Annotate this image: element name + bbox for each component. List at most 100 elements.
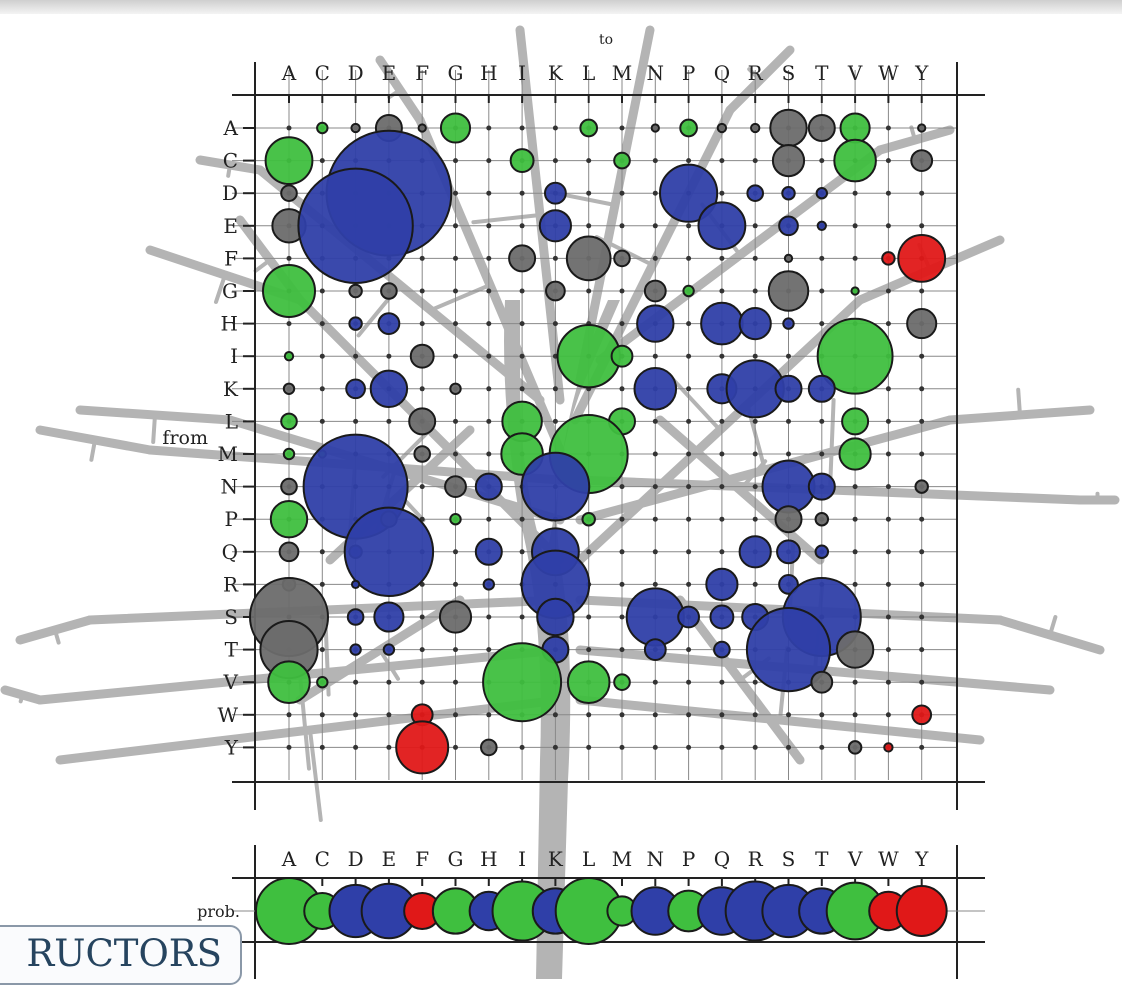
cell-dot [619,288,625,294]
bubble-R-Q [705,567,739,602]
bubble-M-F [413,445,432,463]
cell-dot [586,190,592,196]
cell-dot [286,255,292,261]
cell-dot [652,190,658,196]
bubble-N-Y [914,479,929,494]
cell-dot [885,190,891,196]
tree-twig [738,459,768,492]
cell-dot [752,223,758,229]
bubble-C-V [833,138,877,183]
cell-dot [885,581,891,587]
cell-dot [719,744,725,750]
cell-dot [652,484,658,490]
cell-dot [852,679,858,685]
row-tick-label: F [224,246,238,270]
bubble-K-E [369,369,409,408]
bubble-A-Y [917,123,927,133]
bubble-H-D [348,316,363,331]
cell-dot [652,255,658,261]
cell-dot [652,581,658,587]
cell-dot [885,418,891,424]
cell-dot [453,288,458,294]
cell-dot [286,712,292,718]
section-tab[interactable] [0,925,242,985]
cell-dot [419,386,425,392]
row-tick-label: P [225,507,238,531]
bubble-A-C [316,121,329,135]
bubble-S-D [346,608,365,626]
bubble-A-R [750,122,761,134]
column-tick-label: D [348,61,364,85]
prob-tick-label: A [281,847,297,871]
cell-dot [453,581,458,587]
cell-dot [652,158,658,164]
cell-dot [786,712,791,718]
cell-dot [552,712,558,718]
cell-dot [586,712,592,718]
cell-dot [885,125,891,131]
cell-dot [885,484,891,490]
cell-dot [819,418,825,424]
column-tick-label: R [748,61,764,85]
bubble-G-P [682,284,695,298]
cell-dot [453,353,458,359]
cell-dot [319,712,325,718]
cell-dot [486,418,492,424]
prob-tick-label: L [582,847,595,871]
cell-dot [319,549,325,555]
cell-dot [819,451,825,457]
bubble-N-G [444,475,467,499]
column-tick-label: M [612,61,632,85]
cell-dot [919,549,925,555]
cell-dot [652,353,658,359]
cell-dot [319,321,325,327]
cell-dot [519,353,525,359]
cell-dot [619,190,625,196]
cell-dot [619,223,625,229]
bubble-Q-A [278,541,300,563]
cell-dot [686,549,692,555]
row-tick-label: Q [222,540,238,564]
cell-dot [619,484,625,490]
cell-dot [719,549,725,555]
tree-twig [253,258,272,273]
cell-dot [686,744,692,750]
bubble-C-A [264,136,314,186]
prob-tick-label: N [647,847,665,871]
cell-dot [885,679,891,685]
cell-dot [652,418,658,424]
cell-dot [386,712,392,718]
bubble-Q-H [474,537,503,566]
bubble-I-A [283,351,295,362]
cell-dot [752,451,758,457]
column-tick-label: C [315,61,330,85]
bubble-C-S [771,144,806,178]
row-tick-label: M [218,442,238,466]
cell-dot [686,353,692,359]
cell-dot [752,353,758,359]
bubble-P-T [814,511,830,527]
bubble-N-S [761,459,816,514]
bubble-D-A [280,184,298,202]
bubble-T-D [349,643,362,656]
cell-dot [419,647,425,653]
prob-tick-label: S [782,847,796,871]
cell-dot [919,353,925,359]
bubble-P-A [269,500,309,539]
bubble-Y-H [480,738,498,757]
cell-dot [552,418,558,424]
bubble-G-K [545,280,566,302]
cell-dot [719,679,725,685]
cell-dot [419,288,425,294]
cell-dot [752,288,758,294]
cell-dot [319,386,325,392]
section-tab-label: RUCTORS [26,932,222,975]
prob-tick-label: P [682,847,695,871]
cell-dot [486,516,492,522]
bubble-E-K [538,209,573,243]
prob-tick-label: T [815,847,829,871]
cell-dot [319,418,325,424]
tree-twig [909,125,917,142]
tree-twig [151,413,157,444]
